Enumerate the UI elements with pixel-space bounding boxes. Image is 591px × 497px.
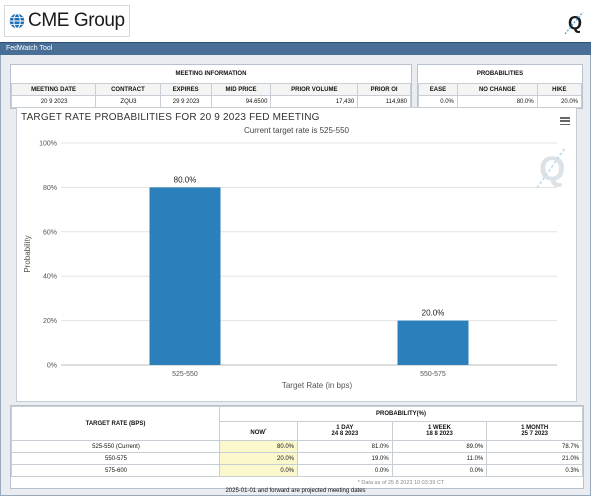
one-month-value: 0.3%	[486, 464, 583, 477]
x-axis-label: Target Rate (in bps)	[282, 381, 353, 390]
col-1-month: 1 MONTH 25 7 2023	[486, 421, 583, 441]
now-value: 80.0%	[219, 440, 298, 453]
one-day-value: 81.0%	[297, 440, 393, 453]
col-ease: EASE	[418, 83, 458, 96]
one-month-value: 21.0%	[486, 452, 583, 465]
row-label: 525-550 (Current)	[11, 440, 220, 453]
chart-menu-icon[interactable]	[560, 117, 570, 127]
hike-value: 20.0%	[536, 95, 583, 108]
quikstrike-logo-icon: Q	[564, 11, 584, 35]
chart-subtitle: Current target rate is 525-550	[244, 126, 349, 135]
meeting-information-title: MEETING INFORMATION	[175, 71, 247, 77]
target-rate-chart-panel: TARGET RATE PROBABILITIES FOR 20 9 2023 …	[16, 107, 577, 402]
probability-history-table: TARGET RATE (BPS) PROBABILITY(%) NOW* 1 …	[10, 405, 584, 489]
now-value: 0.0%	[219, 464, 298, 477]
y-tick-label: 80%	[43, 185, 57, 192]
one-week-value: 11.0%	[391, 452, 488, 465]
table-row: 550-575 20.0% 19.0% 11.0% 21.0%	[11, 452, 583, 465]
col-expires: EXPIRES	[159, 83, 212, 96]
one-week-value: 0.0%	[391, 464, 488, 477]
col-now: NOW*	[219, 421, 298, 441]
footer-note: 2025-01-01 and forward are projected mee…	[225, 488, 366, 494]
now-value: 20.0%	[219, 452, 298, 465]
one-month-value: 78.7%	[486, 440, 583, 453]
table-row: 575-600 0.0% 0.0% 0.0% 0.3%	[11, 464, 583, 477]
probabilities-title: PROBABILITIES	[476, 71, 524, 77]
col-hike: HIKE	[536, 83, 583, 96]
y-tick-label: 20%	[43, 318, 57, 325]
no-change-value: 80.0%	[456, 95, 538, 108]
y-tick-label: 100%	[39, 141, 57, 148]
col-meeting-date: MEETING DATE	[10, 83, 97, 96]
bar-data-label: 20.0%	[422, 309, 445, 318]
globe-icon	[9, 13, 25, 29]
probability-header: PROBABILITY(%)	[219, 406, 583, 422]
col-no-change: NO CHANGE	[456, 83, 538, 96]
col-mid-price: MID PRICE	[210, 83, 272, 96]
fedwatch-toolbar: FedWatch Tool	[0, 42, 591, 56]
one-week-value: 89.0%	[391, 440, 488, 453]
chart-title: TARGET RATE PROBABILITIES FOR 20 9 2023 …	[21, 112, 320, 123]
row-label: 575-600	[11, 464, 220, 477]
bar	[149, 187, 221, 365]
chart-watermark-q: Q	[539, 150, 565, 188]
prior-oi-value: 114,980	[357, 95, 411, 108]
col-1-week: 1 WEEK 18 8 2023	[391, 421, 488, 441]
target-rate-header: TARGET RATE (BPS)	[11, 406, 220, 441]
x-tick-label: 550-575	[420, 371, 446, 378]
contract-value: ZQU3	[95, 95, 161, 108]
y-axis-label: Probability	[23, 235, 32, 272]
col-1-day: 1 DAY 24 8 2023	[297, 421, 393, 441]
bar	[397, 320, 469, 365]
col-prior-oi: PRIOR OI	[357, 83, 411, 96]
ease-value: 0.0%	[418, 95, 458, 108]
q-logo-letter: Q	[568, 13, 582, 33]
data-timestamp-note: * Data as of 25 8 2023 10:03:39 CT	[357, 479, 445, 486]
one-day-value: 19.0%	[297, 452, 393, 465]
toolbar-title: FedWatch Tool	[6, 45, 53, 52]
logo-text: CME Group	[28, 10, 125, 31]
bar-data-label: 80.0%	[174, 175, 197, 184]
top-header: CME Group Q	[0, 0, 591, 42]
x-tick-label: 525-550	[172, 371, 198, 378]
probabilities-panel: PROBABILITIES EASE NO CHANGE HIKE 0.0% 8…	[417, 64, 583, 109]
y-tick-label: 40%	[43, 274, 57, 281]
table-row: 525-550 (Current) 80.0% 81.0% 89.0% 78.7…	[11, 440, 583, 453]
one-day-value: 0.0%	[297, 464, 393, 477]
row-label: 550-575	[11, 452, 220, 465]
prior-volume-value: 17,430	[270, 95, 359, 108]
col-prior-volume: PRIOR VOLUME	[270, 83, 359, 96]
col-contract: CONTRACT	[95, 83, 161, 96]
y-tick-label: 60%	[43, 229, 57, 236]
cme-group-logo[interactable]: CME Group	[4, 5, 130, 37]
meeting-date-value: 20 9 2023	[10, 95, 97, 108]
expires-value: 29 9 2023	[159, 95, 212, 108]
y-tick-label: 0%	[47, 363, 57, 370]
mid-price-value: 94.6500	[210, 95, 272, 108]
meeting-information-panel: MEETING INFORMATION MEETING DATE CONTRAC…	[10, 64, 412, 109]
bar-chart: 0% 20% 40% 60% 80% 100% 80.0% 525-550 20.0% 550-5…	[23, 141, 566, 390]
